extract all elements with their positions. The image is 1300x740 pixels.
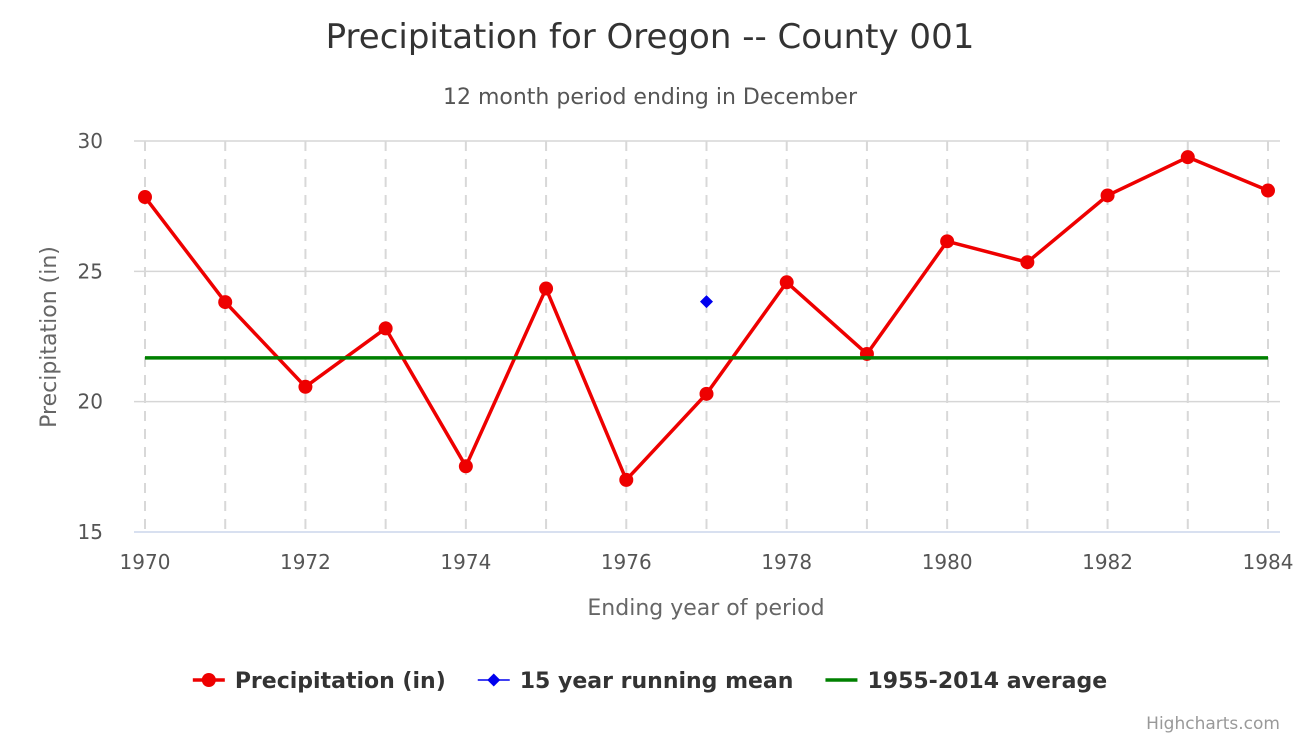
legend-label: Precipitation (in) [235, 669, 446, 694]
chart-title: Precipitation for Oregon -- County 001 [326, 17, 975, 57]
data-point [699, 386, 714, 401]
data-point [1020, 255, 1035, 270]
y-tick-label: 25 [78, 259, 103, 283]
x-tick-label: 1980 [922, 550, 973, 574]
y-axis-title: Precipitation (in) [37, 246, 62, 428]
legend-item-2[interactable]: 1955-2014 average [825, 669, 1107, 694]
legend-item-0[interactable]: Precipitation (in) [192, 669, 446, 694]
data-point [378, 321, 393, 336]
data-point [619, 472, 634, 487]
data-point [940, 234, 955, 249]
legend-marker [201, 673, 216, 687]
x-tick-label: 1976 [601, 550, 652, 574]
data-point [1180, 150, 1195, 165]
legend: Precipitation (in) 15 year running mean 19… [192, 669, 1107, 694]
legend-item-1[interactable]: 15 year running mean [477, 669, 794, 694]
legend-label: 15 year running mean [520, 669, 794, 694]
plot-series [138, 150, 1275, 487]
data-point [458, 459, 473, 474]
credits-link[interactable]: Highcharts.com [1146, 714, 1280, 734]
data-point [298, 379, 313, 394]
x-axis-title: Ending year of period [587, 596, 824, 621]
data-point [1100, 188, 1115, 203]
axes: 15 20 25 30 1970 1972 1974 1976 1978 1980 1982 1984 [78, 129, 1294, 574]
data-point [1261, 183, 1275, 198]
y-tick-label: 30 [78, 129, 103, 153]
data-point [779, 275, 794, 290]
x-tick-label: 1974 [440, 550, 491, 574]
chart-subtitle: 12 month period ending in December [443, 85, 858, 110]
y-tick-label: 15 [78, 520, 103, 544]
x-tick-label: 1978 [761, 550, 812, 574]
running-mean-point [700, 295, 713, 309]
x-tick-label: 1972 [280, 550, 331, 574]
data-point [138, 190, 152, 205]
legend-label: 1955-2014 average [867, 669, 1107, 694]
x-tick-label: 1984 [1243, 550, 1294, 574]
data-point [539, 281, 554, 296]
x-tick-label: 1970 [120, 550, 171, 574]
data-point [218, 295, 233, 310]
x-tick-label: 1982 [1082, 550, 1133, 574]
y-tick-label: 20 [78, 390, 103, 414]
legend-marker [487, 673, 501, 687]
